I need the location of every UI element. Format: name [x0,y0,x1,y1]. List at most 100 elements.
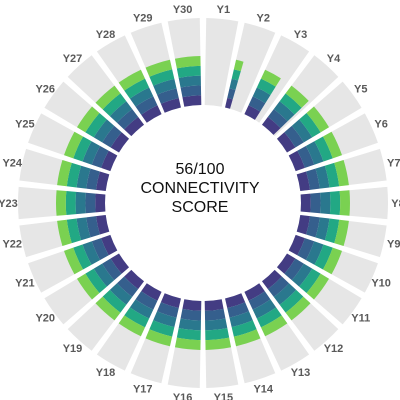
bar-y6-segment-5 [323,131,342,159]
bar-y30-segment-1 [182,95,202,107]
bar-y30-segment-3 [178,75,201,88]
bar-y7-segment-4 [324,162,340,188]
bar-y8-segment-1 [300,193,311,213]
bar-y29-segment-1 [160,97,181,113]
bar-y5-segment-1 [276,132,296,153]
bar-y21-segment-2 [91,238,109,261]
bar-y15-segment-3 [205,318,228,331]
category-label-y14: Y14 [253,383,273,395]
bar-y24-segment-5 [57,160,72,187]
bar-y11-segment-3 [291,263,313,287]
bar-y14-segment-4 [231,320,257,337]
bar-y2-segment-1 [225,97,233,109]
category-labels: Y1 Y2 Y3 Y4 Y5 Y6 Y7 Y8 Y9 Y10 Y11 Y12 Y13 Y14 Y15 Y16 Y… [0,4,400,400]
bar-y16-segment-3 [178,318,201,331]
bar-y21-segment-4 [73,244,92,270]
bar-y14-segment-1 [225,293,246,309]
category-label-y22: Y22 [2,239,22,251]
bar-y23-segment-1 [95,193,106,213]
bar-y27-segment-2 [117,109,139,130]
bar-y17-segment-1 [160,293,181,309]
bar-y2-segment-5 [233,59,244,72]
bar-y10-segment-2 [297,238,315,261]
bar-y29-segment-5 [145,59,173,77]
bar-y25-segment-2 [91,145,109,168]
category-label-y11: Y11 [351,313,370,325]
bar-y20-segment-2 [102,258,122,281]
bar-y27-segment-4 [102,93,127,117]
category-label-y28: Y28 [96,29,116,41]
bar-y6-segment-2 [297,145,315,168]
bar-y3-segment-3 [252,87,271,104]
bar-y25-segment-3 [82,141,101,165]
bar-y14-segment-2 [227,302,249,318]
bar-y22-segment-3 [76,217,91,241]
bar-y13-segment-2 [248,291,271,310]
bar-y8-segment-4 [329,191,341,215]
score-caption-line2: SCORE [171,199,229,216]
bar-y8-segment-5 [339,190,350,216]
category-label-y5: Y5 [354,83,367,95]
background-bar-y2 [225,22,276,113]
category-label-y10: Y10 [371,277,391,289]
bar-y11-segment-4 [299,268,321,294]
bar-y18-segment-2 [135,291,158,310]
category-label-y4: Y4 [327,53,341,65]
bar-y26-segment-5 [77,106,100,133]
bar-y28-segment-3 [129,87,154,107]
category-label-y27: Y27 [63,53,83,65]
bar-y11-segment-2 [284,258,304,281]
bar-y12-segment-1 [261,269,282,290]
bar-y25-segment-5 [64,131,83,159]
bar-y22-segment-2 [86,216,100,238]
bar-y19-segment-3 [109,283,133,305]
bar-y28-segment-2 [135,96,158,115]
bar-y26-segment-2 [102,125,122,148]
bar-y24-segment-4 [66,162,82,188]
bar-y4-segment-4 [279,93,302,115]
bar-y2-segment-2 [227,88,236,100]
bar-y11-segment-5 [306,273,329,300]
bar-y19-segment-4 [102,289,127,313]
category-label-y12: Y12 [324,343,344,355]
bar-y21-segment-1 [101,234,118,256]
bar-y5-segment-4 [299,112,321,138]
bar-y22-segment-5 [57,219,72,246]
category-label-y20: Y20 [35,313,55,325]
bar-y21-segment-3 [82,241,101,265]
data-bars [56,56,350,350]
bar-y30-segment-5 [174,56,201,69]
bar-y10-segment-5 [323,247,342,275]
category-label-y6: Y6 [374,119,387,131]
bar-y9-segment-1 [296,214,310,235]
bar-y18-segment-1 [141,283,162,301]
bar-y2-segment-3 [229,78,239,90]
bar-y10-segment-4 [314,244,333,270]
bar-y16-segment-2 [180,308,202,321]
bar-y9-segment-2 [306,216,320,238]
bar-y30-segment-4 [176,65,201,78]
bar-y22-segment-1 [96,214,110,235]
bar-y9-segment-4 [324,218,340,244]
bar-y26-segment-3 [93,119,115,143]
bar-y3-segment-1 [244,105,261,120]
bar-y23-segment-4 [65,191,77,215]
bar-y12-segment-4 [279,289,304,313]
bar-y20-segment-4 [85,268,107,294]
category-label-y1: Y1 [217,4,230,16]
bar-y18-segment-3 [129,299,154,319]
bar-y17-segment-3 [153,311,177,328]
category-label-y19: Y19 [63,343,83,355]
category-label-y2: Y2 [257,13,270,25]
center-score: 56/100 CONNECTIVITY SCORE [100,160,300,217]
bar-y20-segment-5 [77,273,100,300]
bar-y2-segment-4 [231,69,241,81]
bar-y6-segment-3 [305,141,324,165]
bar-y7-segment-1 [296,171,310,192]
bar-y29-segment-2 [157,88,179,104]
bar-y20-segment-3 [93,263,115,287]
category-label-y3: Y3 [294,29,307,41]
bar-y6-segment-4 [314,136,333,162]
bar-y27-segment-1 [124,116,145,137]
